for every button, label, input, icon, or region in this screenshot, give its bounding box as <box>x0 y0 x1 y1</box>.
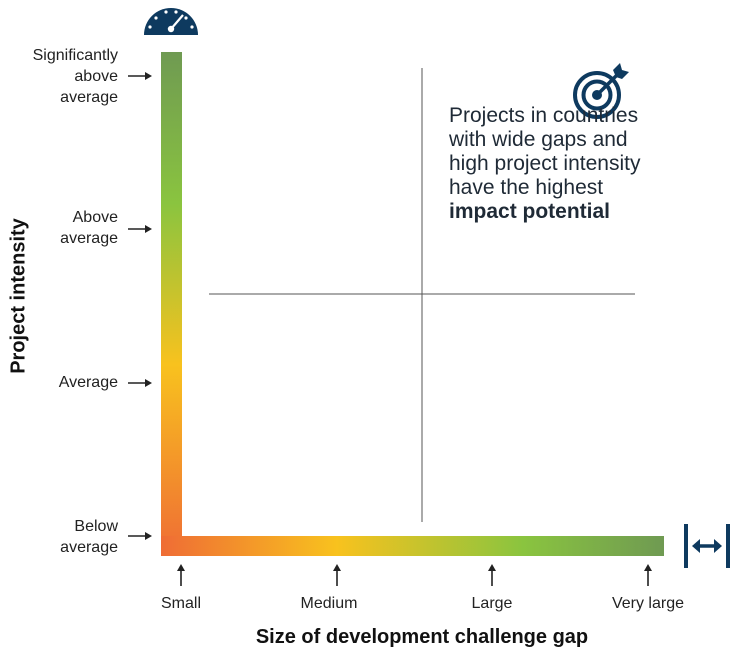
x-level-label-very-large: Very large <box>611 595 685 612</box>
arrow-up-icon <box>333 564 341 586</box>
horizontal-expand-icon <box>684 524 730 568</box>
arrow-right-icon <box>128 72 152 80</box>
arrow-up-icon <box>644 564 652 586</box>
speedometer-icon <box>144 8 198 35</box>
callout-body: Projects in countries with wide gaps and… <box>449 104 641 199</box>
x-level-label-small: Small <box>160 595 201 612</box>
target-icon <box>573 63 629 119</box>
x-level-label-medium: Medium <box>300 595 358 612</box>
x-axis-gradient-bar <box>161 536 664 556</box>
y-level-label-above-average: Above average <box>60 209 118 247</box>
arrow-right-icon <box>128 379 152 387</box>
callout-emphasis: impact potential <box>449 200 611 223</box>
x-level-label-large: Large <box>471 595 513 612</box>
x-axis-title: Size of development challenge gap <box>255 626 589 648</box>
arrow-up-icon <box>488 564 496 586</box>
y-axis-gradient-bar <box>161 52 182 556</box>
y-level-label-below-average: Below average <box>60 518 118 556</box>
arrow-right-icon <box>128 225 152 233</box>
y-axis-title: Project intensity <box>7 218 30 374</box>
callout-text: Projects in countries with wide gaps and… <box>449 104 649 224</box>
arrow-right-icon <box>128 532 152 540</box>
y-level-label-significantly-above-average: Significantly above average <box>32 47 118 106</box>
x-axis-arrows <box>177 564 652 586</box>
y-level-label-average: Average <box>58 374 118 391</box>
y-axis-arrows <box>128 72 152 540</box>
arrow-up-icon <box>177 564 185 586</box>
